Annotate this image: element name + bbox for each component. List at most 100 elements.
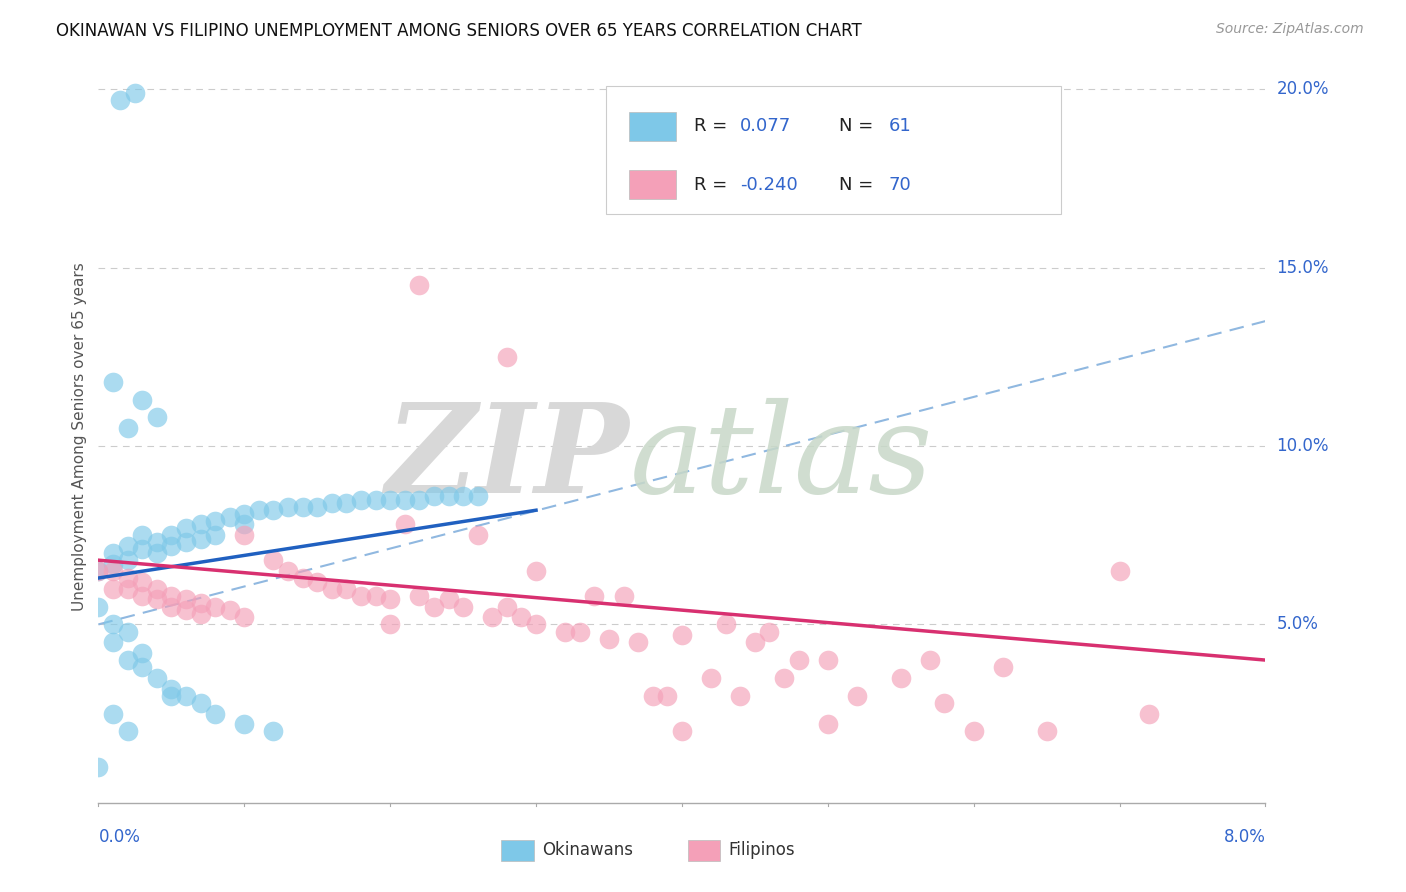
Point [101, 564, 124, 578]
Point [131, 528, 153, 542]
Point [291, 500, 314, 514]
Point [496, 599, 519, 614]
Point [467, 489, 489, 503]
Text: 70: 70 [889, 176, 911, 194]
Point [934, 696, 956, 710]
Text: R =: R = [693, 176, 733, 194]
Text: N =: N = [839, 176, 879, 194]
Point [117, 571, 139, 585]
Text: 5.0%: 5.0% [1277, 615, 1319, 633]
Point [131, 574, 153, 589]
Point [101, 375, 124, 389]
Point [641, 689, 664, 703]
Point [190, 596, 212, 610]
Text: 61: 61 [889, 117, 911, 136]
Point [335, 496, 357, 510]
Text: Source: ZipAtlas.com: Source: ZipAtlas.com [1216, 22, 1364, 37]
Point [160, 539, 183, 553]
Point [262, 724, 284, 739]
Point [146, 546, 169, 560]
Point [657, 689, 679, 703]
Point [117, 582, 139, 596]
Point [700, 671, 723, 685]
Point [408, 278, 430, 293]
Point [247, 503, 270, 517]
Point [364, 492, 387, 507]
Text: N =: N = [839, 117, 879, 136]
Y-axis label: Unemployment Among Seniors over 65 years: Unemployment Among Seniors over 65 years [72, 263, 87, 611]
Point [918, 653, 941, 667]
Point [730, 689, 752, 703]
Point [101, 546, 124, 560]
Point [160, 589, 183, 603]
Point [101, 617, 124, 632]
Point [1137, 706, 1160, 721]
Point [146, 535, 169, 549]
Point [467, 528, 489, 542]
Point [160, 681, 183, 696]
Point [174, 521, 197, 535]
Point [380, 617, 402, 632]
Point [190, 532, 212, 546]
Point [321, 582, 343, 596]
Point [204, 599, 226, 614]
Text: 0.0%: 0.0% [98, 828, 141, 846]
Point [87, 564, 110, 578]
Point [87, 760, 110, 774]
Text: atlas: atlas [630, 398, 932, 520]
Point [174, 535, 197, 549]
Point [262, 553, 284, 567]
Point [204, 706, 226, 721]
Point [380, 592, 402, 607]
Point [612, 589, 634, 603]
Text: ZIP: ZIP [385, 398, 630, 520]
Point [117, 653, 139, 667]
Point [101, 557, 124, 571]
Point [787, 653, 810, 667]
Point [1035, 724, 1057, 739]
Point [671, 724, 693, 739]
Point [671, 628, 693, 642]
Point [845, 689, 868, 703]
Point [190, 607, 212, 621]
Point [744, 635, 766, 649]
Point [277, 564, 299, 578]
Point [101, 635, 124, 649]
Point [233, 717, 256, 731]
Point [218, 510, 240, 524]
Text: -0.240: -0.240 [741, 176, 799, 194]
Point [291, 571, 314, 585]
Point [451, 489, 474, 503]
Point [350, 589, 373, 603]
Text: 15.0%: 15.0% [1277, 259, 1329, 277]
Point [408, 589, 430, 603]
Point [160, 689, 183, 703]
Point [277, 500, 299, 514]
Point [233, 610, 256, 624]
Point [117, 421, 139, 435]
Point [437, 592, 460, 607]
Point [481, 610, 503, 624]
Point [160, 599, 183, 614]
Point [962, 724, 984, 739]
Point [423, 489, 446, 503]
Point [110, 93, 132, 107]
Point [131, 392, 153, 407]
Text: 8.0%: 8.0% [1223, 828, 1265, 846]
Text: 0.077: 0.077 [741, 117, 792, 136]
Point [131, 542, 153, 557]
Point [174, 592, 197, 607]
Point [131, 660, 153, 674]
FancyBboxPatch shape [630, 170, 676, 200]
Point [233, 507, 256, 521]
Point [758, 624, 780, 639]
FancyBboxPatch shape [688, 840, 720, 861]
Point [568, 624, 591, 639]
Point [714, 617, 737, 632]
Point [204, 528, 226, 542]
Point [524, 617, 547, 632]
Point [146, 592, 169, 607]
Point [554, 624, 576, 639]
FancyBboxPatch shape [606, 86, 1062, 214]
Point [204, 514, 226, 528]
